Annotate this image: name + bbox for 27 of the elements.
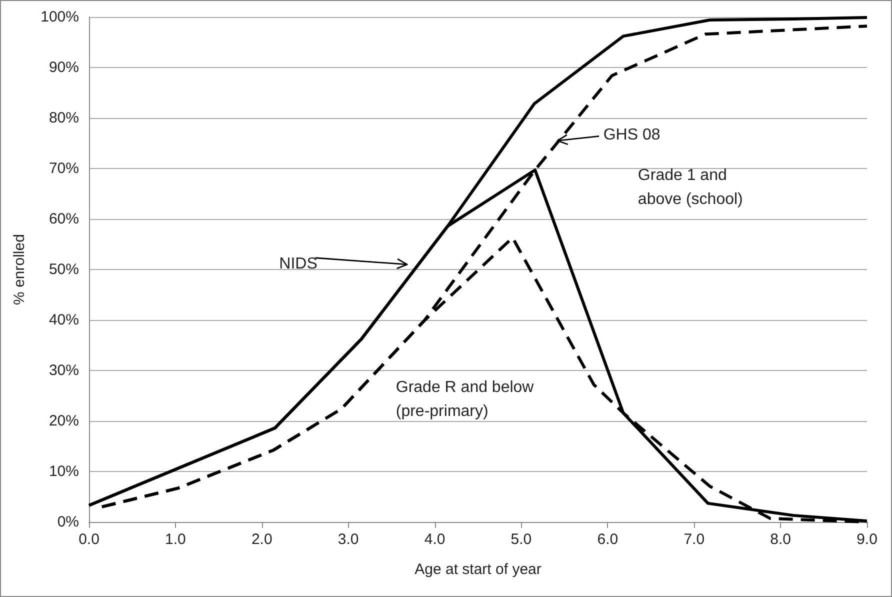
annotation: Grade 1 and above (school) bbox=[638, 166, 743, 208]
x-tick-label: 9.0 bbox=[856, 531, 878, 548]
annotation: GHS 08 bbox=[603, 126, 660, 144]
x-tick-label: 2.0 bbox=[251, 531, 272, 548]
y-tick-label: 90% bbox=[48, 59, 79, 76]
x-tick-label: 3.0 bbox=[338, 531, 359, 548]
y-tick-label: 20% bbox=[48, 412, 79, 430]
x-axis-title: Age at start of year bbox=[414, 561, 542, 578]
y-tick-label: 30% bbox=[48, 362, 79, 379]
x-tick-label: 8.0 bbox=[770, 531, 791, 548]
annotation: NIDS bbox=[279, 255, 318, 272]
x-tick-label: 5.0 bbox=[510, 531, 532, 548]
x-tick-label: 4.0 bbox=[424, 531, 446, 548]
x-tick-label: 0.0 bbox=[78, 531, 100, 548]
annotation: Grade R and below (pre-primary) bbox=[396, 379, 538, 420]
y-tick-label: 40% bbox=[48, 312, 79, 328]
y-tick-label: 70% bbox=[48, 160, 79, 177]
y-tick-label: 10% bbox=[48, 463, 79, 480]
x-tick-label: 1.0 bbox=[165, 531, 186, 548]
x-tick-label: 7.0 bbox=[684, 531, 705, 548]
y-tick-label: 80% bbox=[48, 110, 79, 126]
y-tick-label: 50% bbox=[48, 261, 79, 278]
x-tick-label: 6.0 bbox=[597, 531, 618, 548]
y-tick-label: 60% bbox=[48, 210, 79, 228]
y-tick-label: 0% bbox=[57, 514, 79, 530]
y-axis-title: % enrolled bbox=[11, 234, 28, 305]
y-tick-label: 100% bbox=[40, 8, 79, 26]
